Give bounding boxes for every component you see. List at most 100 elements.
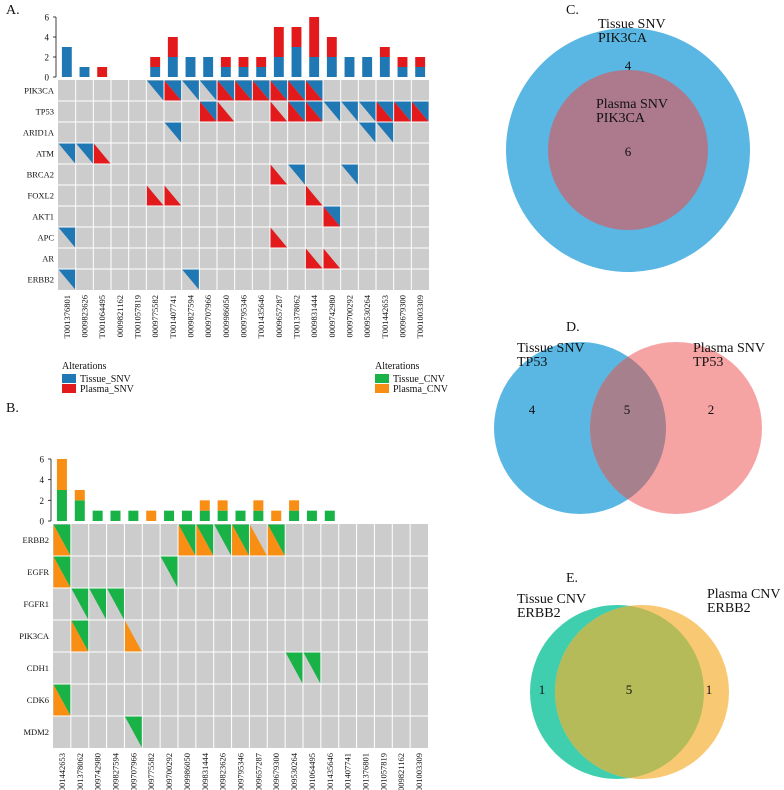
bar-tissue-0009775582 [150,67,161,77]
bar-tissue-T001378062 [74,500,85,521]
cell-tissue-atm-0009823626 [76,143,93,164]
sample-label-0009530264: 0009530264 [289,752,299,790]
cell-tissue-fgfr1-T001378062 [71,588,89,620]
gene-label-arid1a: ARID1A [23,128,55,138]
bar-plasma-0009831444 [309,17,320,57]
y-tick-label: 4 [45,33,50,43]
cell-tissue-atm-T001376801 [58,143,76,164]
sample-label-0009707966: 0009707966 [203,295,213,338]
cell-plasma-tp53-T001003309 [411,101,429,122]
cell-plasma-akt1-0009742980 [323,206,341,227]
cell-plasma-erbb2-0009679300 [267,524,285,556]
gene-label-apc: APC [37,233,54,243]
gene-label-atm: ATM [36,149,54,159]
panel-d-venn-tp53: D. Tissue SNV TP53 Plasma SNV TP53 4 5 2 [494,320,768,514]
cell-tissue-pik3ca-T001435646 [252,80,270,101]
bar-plasma-T001435646 [256,57,267,67]
bar-tissue-0009679300 [397,67,408,77]
cell-tissue-fgfr1-0009827594 [107,588,124,620]
venn-d-set-a-line-2: TP53 [517,355,547,370]
legend-cnv: Alterations Tissue_CNV Plasma_CNV [375,361,449,395]
sample-label-0009700292: 0009700292 [164,753,174,790]
panel-label-d: D. [566,320,580,335]
venn-c-set-a-label: Tissue SNV PIK3CA [598,17,669,46]
y-tick-label: 2 [40,496,45,506]
cnv-oncoprint-cells [53,524,321,748]
panel-label-b: B. [6,401,19,416]
bar-tissue-T001435646 [256,67,267,77]
gene-label-brca2: BRCA2 [27,170,54,180]
sample-label-0009707966: 0009707966 [128,753,138,790]
cell-tissue-pik3ca-0009831444 [305,80,323,101]
legend-plasma-snv-label: Plasma_SNV [80,384,135,395]
bar-tissue-T001442653 [379,57,390,77]
sample-label-0009775582: 0009775582 [146,753,156,790]
sample-label-0009831444: 0009831444 [309,294,319,337]
cell-plasma-erbb2-0009795346 [232,524,249,556]
snv-oncoprint-cells [58,80,429,290]
cell-tissue-pik3ca-T001407741 [164,80,182,101]
venn-d-set-b-label: Plasma SNV TP53 [693,341,768,370]
sample-label-0009775582: 0009775582 [150,295,160,338]
cell-plasma-cdk6-T001442653 [53,684,71,716]
gene-label-pik3ca: PIK3CA [24,86,55,96]
venn-e-set-a-line-2: ERBB2 [517,606,561,621]
sample-label-0009679300: 0009679300 [398,295,408,338]
gene-label-foxl2: FOXL2 [28,191,54,201]
bar-tissue-T001442653 [56,490,67,521]
sample-label-0009657287: 0009657287 [274,295,284,338]
bar-plasma-T001003309 [415,57,426,67]
cell-tissue-fgfr1-0009742980 [89,588,107,620]
venn-c-set-a-line-1: Tissue SNV [598,17,665,32]
cell-tissue-cdh1-T001064495 [303,652,321,684]
bar-tissue-0009530264 [362,57,373,77]
cell-tissue-tp53-0009530264 [358,101,376,122]
cell-tissue-tp53-0009742980 [323,101,341,122]
legend-cnv-title: Alterations [375,361,420,372]
cell-plasma-atm-T001064495 [93,143,111,164]
cell-plasma-egfr-T001442653 [53,556,71,588]
sample-label-T001057819: T001057819 [133,295,143,338]
bar-tissue-0009657287 [273,57,284,77]
gene-label-egfr: EGFR [27,567,49,577]
y-tick-label: 0 [40,517,45,527]
cell-plasma-ar-0009742980 [323,248,341,269]
cell-plasma-pik3ca-T001407741 [164,80,182,101]
bar-plasma-0009657287 [253,500,264,511]
cell-tissue-pik3ca-0009986050 [217,80,235,101]
bar-plasma-T001407741 [167,37,178,57]
cnv-top-barplot: 0 2 4 6 [40,455,335,527]
bar-tissue-T001407741 [167,57,178,77]
gene-label-cdk6: CDK6 [27,695,49,705]
snv-top-barplot: 0 2 4 6 [45,13,426,83]
cnv-top-bars [56,459,335,521]
y-tick-label: 6 [40,455,45,465]
cell-plasma-tp53-0009831444 [305,101,323,122]
bar-tissue-0009795346 [235,510,246,521]
cell-tissue-mdm2-0009707966 [124,716,142,748]
legend-plasma-snv-swatch [62,384,76,393]
venn-c-set-b-line-1: Plasma SNV [596,97,668,112]
sample-label-0009827594: 0009827594 [111,752,121,790]
sample-label-0009821162: 0009821162 [396,753,406,790]
y-tick-label: 4 [40,475,45,485]
cell-tissue-tp53-T001442653 [376,101,394,122]
gene-label-akt1: AKT1 [32,212,54,222]
cell-tissue-tp53-0009707966 [199,101,217,122]
cell-plasma-pik3ca-0009707966 [124,620,142,652]
cell-tissue-apc-T001376801 [58,227,76,248]
bar-plasma-T001064495 [97,67,108,77]
venn-c-set-b-line-2: PIK3CA [596,111,646,126]
venn-e-set-b-line-1: Plasma CNV [707,587,780,602]
venn-c-set-b-label: Plasma SNV PIK3CA [596,97,671,126]
cell-plasma-ar-0009831444 [305,248,323,269]
bar-tissue-0009986050 [181,510,192,521]
panel-b-cnv-oncoprint: B. 0 2 4 6 ERBB2 EGFR FGFR1 PIK3CA CDH1 CDK6 MDM2… [6,401,428,790]
sample-label-0009795346: 0009795346 [239,295,249,338]
cell-plasma-erbb2-0009831444 [196,524,214,556]
bar-tissue-0009700292 [164,510,175,521]
venn-d-set-a-line-1: Tissue SNV [517,341,584,356]
gene-label-tp53: TP53 [36,107,54,117]
venn-e-set-a-label: Tissue CNV ERBB2 [517,592,589,621]
gene-label-cdh1: CDH1 [27,663,49,673]
